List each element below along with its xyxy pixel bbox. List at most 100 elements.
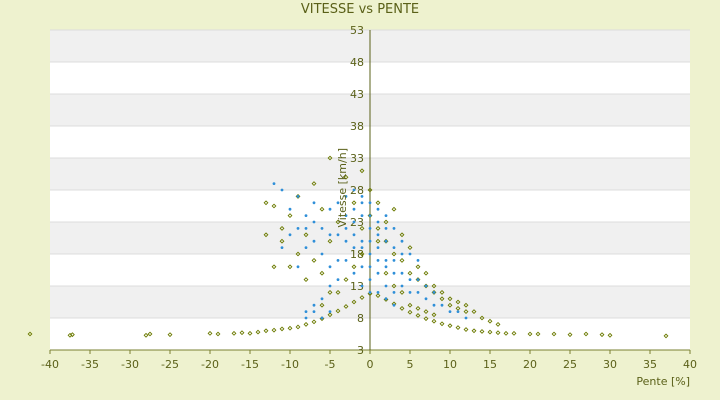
data-point-blue (280, 188, 284, 192)
data-point-blue (360, 214, 364, 218)
data-point-olive (375, 238, 381, 244)
data-point-blue (304, 310, 308, 313)
data-point-olive (69, 332, 75, 338)
data-point-blue (328, 265, 332, 269)
data-point-blue (320, 227, 324, 230)
data-point-olive (263, 200, 269, 206)
data-point-olive (471, 328, 477, 334)
data-point-olive (335, 219, 341, 225)
data-point-blue (328, 310, 332, 313)
y-tick-label: 43 (350, 88, 364, 101)
data-point-blue (456, 310, 460, 313)
data-point-olive (407, 309, 413, 315)
data-point-blue (408, 291, 412, 294)
data-point-olive (495, 330, 501, 336)
data-point-olive (439, 321, 445, 327)
x-tick-label: 0 (367, 358, 374, 371)
data-point-blue (424, 284, 428, 288)
data-point-olive (319, 270, 325, 276)
data-point-olive (359, 295, 365, 300)
data-point-olive (471, 309, 477, 315)
data-point-olive (343, 304, 349, 309)
data-point-blue (368, 239, 372, 243)
data-point-olive (287, 213, 293, 219)
data-point-olive (375, 225, 381, 231)
data-point-blue (368, 214, 372, 218)
data-point-olive (271, 264, 277, 270)
data-point-blue (408, 278, 412, 281)
x-tick-label: 20 (523, 358, 537, 371)
y-tick-label: 33 (350, 152, 364, 165)
data-point-blue (384, 297, 388, 301)
data-point-olive (311, 181, 317, 187)
data-point-olive (407, 302, 413, 308)
x-tick-label: -35 (81, 358, 99, 371)
data-point-blue (280, 246, 284, 250)
data-point-blue (384, 259, 388, 262)
x-tick-label: 15 (483, 358, 497, 371)
data-point-blue (376, 291, 380, 294)
data-point-blue (360, 284, 364, 288)
data-point-blue (376, 271, 380, 275)
data-point-blue (304, 316, 308, 320)
data-point-blue (376, 259, 380, 262)
data-point-olive (535, 331, 541, 337)
data-point-blue (304, 227, 308, 230)
data-point-olive (143, 332, 149, 338)
data-point-olive (391, 283, 397, 289)
data-point-blue (392, 227, 396, 230)
data-point-olive (367, 187, 373, 193)
data-point-blue (328, 233, 332, 237)
x-tick-label: 5 (407, 358, 414, 371)
data-point-blue (360, 265, 364, 269)
data-point-blue (312, 220, 316, 224)
data-point-blue (344, 227, 348, 230)
data-point-olive (359, 251, 365, 257)
y-tick-label: 8 (357, 312, 364, 325)
data-point-blue (352, 233, 356, 237)
data-point-olive (303, 277, 309, 283)
data-point-blue (336, 201, 340, 205)
data-point-olive (415, 305, 421, 311)
data-point-olive (511, 330, 517, 336)
x-tick-label: -20 (201, 358, 219, 371)
x-tick-label: -30 (121, 358, 139, 371)
x-tick-label: -10 (281, 358, 299, 371)
data-point-blue (400, 271, 404, 275)
data-point-blue (320, 297, 324, 301)
data-point-blue (360, 239, 364, 243)
x-tick-label: 35 (643, 358, 657, 371)
data-point-blue (328, 207, 332, 211)
data-point-olive (583, 331, 589, 337)
data-point-blue (392, 303, 396, 307)
data-point-blue (272, 182, 276, 186)
data-point-blue (360, 201, 364, 205)
data-point-olive (463, 327, 469, 332)
data-point-blue (376, 246, 380, 250)
data-point-blue (352, 188, 356, 192)
data-point-olive (287, 264, 293, 270)
data-point-blue (464, 316, 468, 320)
y-tick-label: 48 (350, 56, 364, 69)
data-point-olive (247, 330, 253, 336)
x-tick-label: 10 (443, 358, 457, 371)
data-point-olive (423, 309, 429, 315)
data-point-olive (415, 313, 421, 318)
data-point-blue (296, 265, 300, 269)
data-point-blue (304, 214, 308, 218)
data-point-olive (431, 283, 437, 289)
data-point-blue (432, 291, 436, 294)
data-point-blue (440, 303, 444, 307)
x-tick-label: -15 (241, 358, 259, 371)
data-point-olive (359, 225, 365, 231)
data-point-olive (375, 293, 381, 299)
data-point-olive (527, 331, 533, 337)
data-point-olive (147, 331, 153, 337)
y-tick-label: 38 (350, 120, 364, 133)
data-point-blue (400, 284, 404, 288)
x-tick-label: -40 (41, 358, 59, 371)
data-point-olive (343, 277, 349, 283)
data-point-blue (352, 220, 356, 224)
data-point-olive (327, 155, 333, 161)
